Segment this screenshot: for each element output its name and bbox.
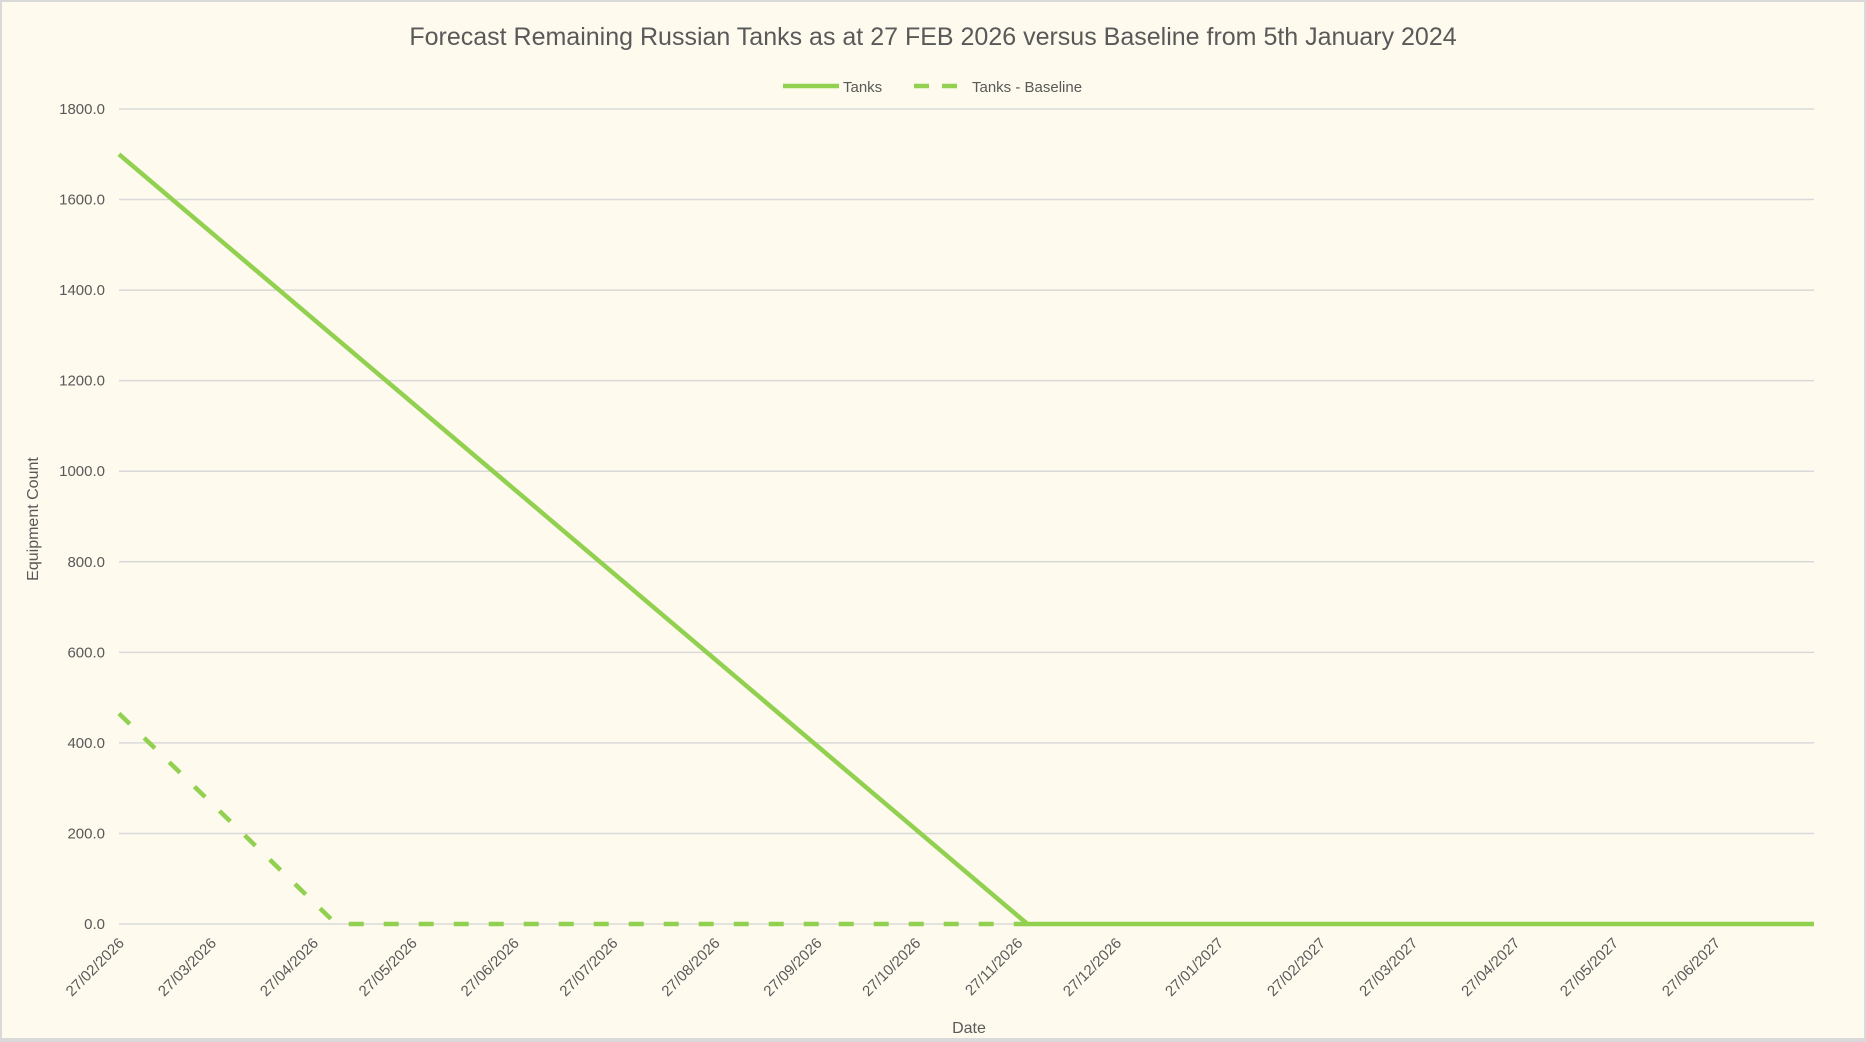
- y-tick-label: 600.0: [67, 644, 105, 661]
- x-tick-label: 27/03/2027: [1356, 935, 1421, 1000]
- y-tick-label: 1600.0: [59, 192, 105, 209]
- y-tick-label: 800.0: [67, 554, 105, 571]
- x-tick-label: 27/07/2026: [556, 935, 621, 1000]
- x-tick-label: 27/02/2026: [63, 935, 128, 1000]
- x-tick-label: 27/12/2026: [1060, 935, 1125, 1000]
- x-axis-title: Date: [952, 1020, 986, 1037]
- x-tick-label: 27/01/2027: [1162, 935, 1227, 1000]
- chart-title: Forecast Remaining Russian Tanks as at 2…: [409, 23, 1456, 51]
- legend-label-baseline: Tanks - Baseline: [972, 79, 1082, 96]
- x-tick-label: 27/06/2026: [458, 935, 523, 1000]
- y-tick-label: 0.0: [84, 916, 105, 933]
- x-tick-label: 27/05/2027: [1557, 935, 1622, 1000]
- x-tick-label: 27/05/2026: [356, 935, 421, 1000]
- x-tick-label: 27/09/2026: [760, 935, 825, 1000]
- series-line-tanks: [117, 152, 1814, 927]
- x-tick-label: 27/04/2026: [257, 935, 322, 1000]
- x-tick-label: 27/06/2027: [1659, 935, 1724, 1000]
- x-tick-label: 27/10/2026: [859, 935, 924, 1000]
- x-tick-label: 27/02/2027: [1264, 935, 1329, 1000]
- x-tick-label: 27/04/2027: [1458, 935, 1523, 1000]
- x-tick-label: 27/11/2026: [962, 935, 1026, 999]
- y-tick-label: 1800.0: [59, 101, 105, 118]
- y-tick-label: 1000.0: [59, 463, 105, 480]
- y-tick-label: 400.0: [67, 735, 105, 752]
- x-tick-label: 27/08/2026: [658, 935, 723, 1000]
- legend: Tanks Tanks - Baseline: [783, 79, 1082, 96]
- y-tick-label: 200.0: [67, 825, 105, 842]
- series-line-tanks-baseline: [117, 711, 1028, 927]
- y-axis-title: Equipment Count: [25, 457, 42, 581]
- y-tick-label: 1200.0: [59, 373, 105, 390]
- y-tick-label: 1400.0: [59, 282, 105, 299]
- legend-label-tanks: Tanks: [843, 79, 882, 96]
- x-tick-label: 27/03/2026: [155, 935, 220, 1000]
